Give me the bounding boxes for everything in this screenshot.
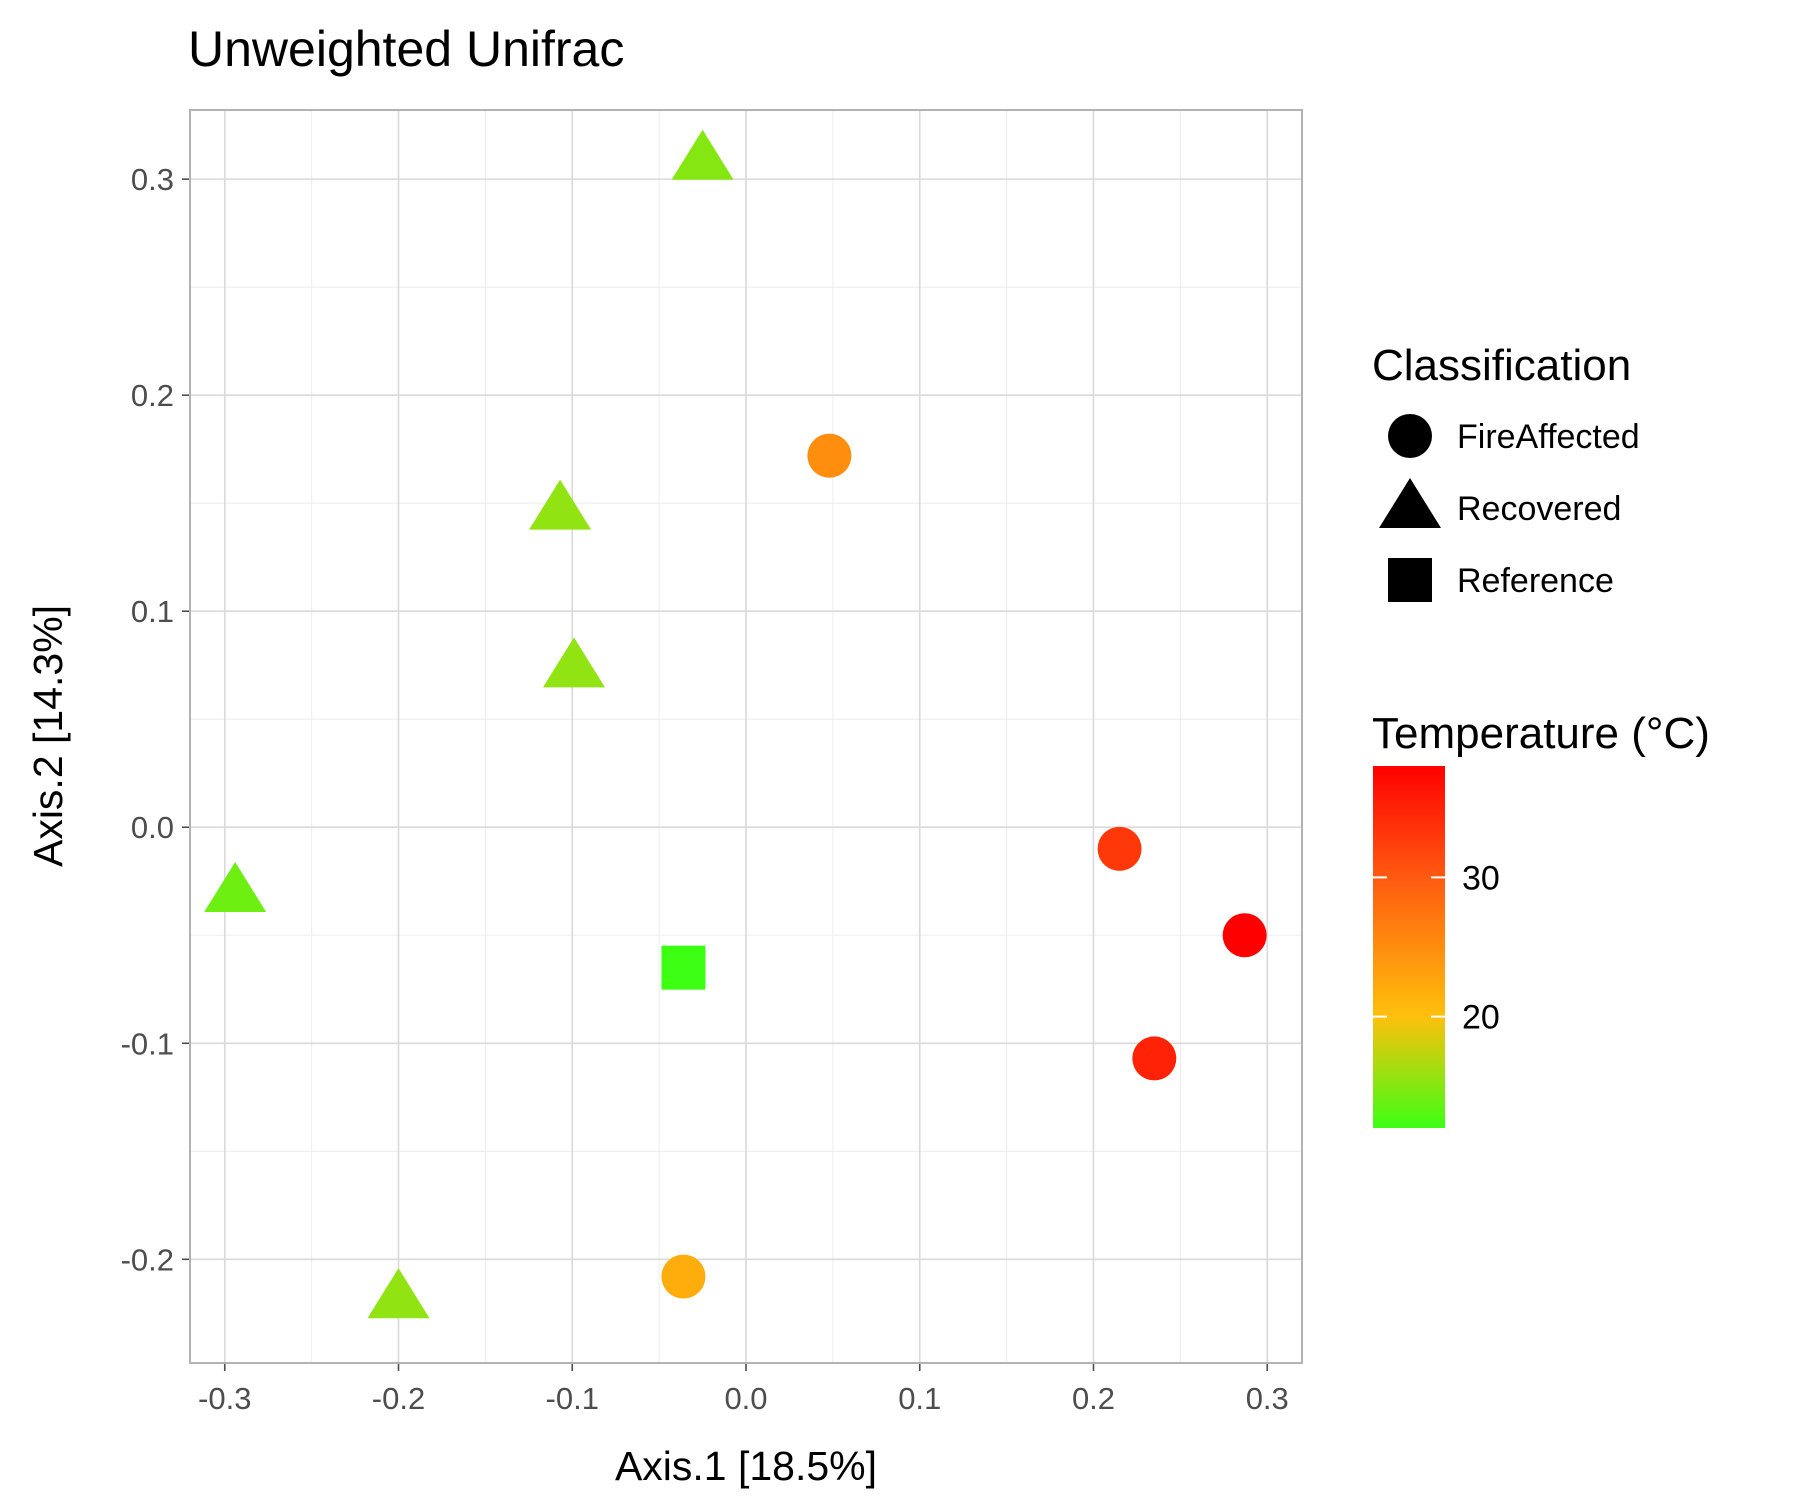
triangle-point [671,129,734,180]
circle-point [1222,913,1267,958]
y-tick-label: -0.1 [121,1026,174,1061]
y-axis-title: Axis.2 [14.3%] [25,605,71,867]
circle-point [807,433,852,478]
y-tick-label: -0.2 [121,1242,174,1277]
y-tick-label: 0.0 [131,810,174,845]
classification-legend-label: Recovered [1457,490,1621,528]
triangle-legend-key [1379,478,1441,528]
legend: Classification Temperature (°C) FireAffe… [1372,341,1710,1128]
triangle-point [542,637,605,688]
x-tick-label: 0.1 [898,1381,941,1416]
axis-ticks: -0.3 -0.2 -0.1 0.0 0.1 0.2 0.3 -0.2 -0.1 0.0 0.1 0.… [121,162,1289,1416]
triangle-point [529,479,592,530]
temperature-colorbar [1373,766,1445,1128]
circle-legend-key [1388,414,1432,458]
square-point [661,945,706,990]
y-tick-label: 0.2 [131,378,174,413]
colorbar-tick-label: 30 [1462,859,1500,897]
classification-legend-label: FireAffected [1457,418,1640,456]
chart-title: Unweighted Unifrac [188,21,624,77]
x-tick-label: 0.0 [724,1381,767,1416]
triangle-point [367,1268,430,1319]
y-tick-label: 0.1 [131,594,174,629]
square-legend-key [1388,558,1432,602]
x-tick-label: 0.3 [1246,1381,1289,1416]
x-tick-label: -0.3 [198,1381,251,1416]
classification-legend-label: Reference [1457,562,1614,600]
x-tick-label: 0.2 [1072,1381,1115,1416]
grid-lines [190,110,1302,1363]
plot-panel-border [189,109,1303,1364]
colorbar-tick-label: 20 [1462,999,1500,1037]
temperature-legend-title: Temperature (°C) [1372,709,1710,758]
triangle-point [204,862,267,913]
circle-point [1097,826,1142,871]
data-points [204,129,1267,1319]
x-axis-title: Axis.1 [18.5%] [615,1443,877,1489]
classification-legend-title: Classification [1372,341,1631,390]
y-tick-label: 0.3 [131,162,174,197]
circle-point [1132,1036,1177,1081]
x-tick-label: -0.2 [372,1381,425,1416]
classification-legend-items: FireAffected Recovered Reference [1379,414,1640,602]
x-tick-label: -0.1 [546,1381,599,1416]
circle-point [661,1254,706,1299]
